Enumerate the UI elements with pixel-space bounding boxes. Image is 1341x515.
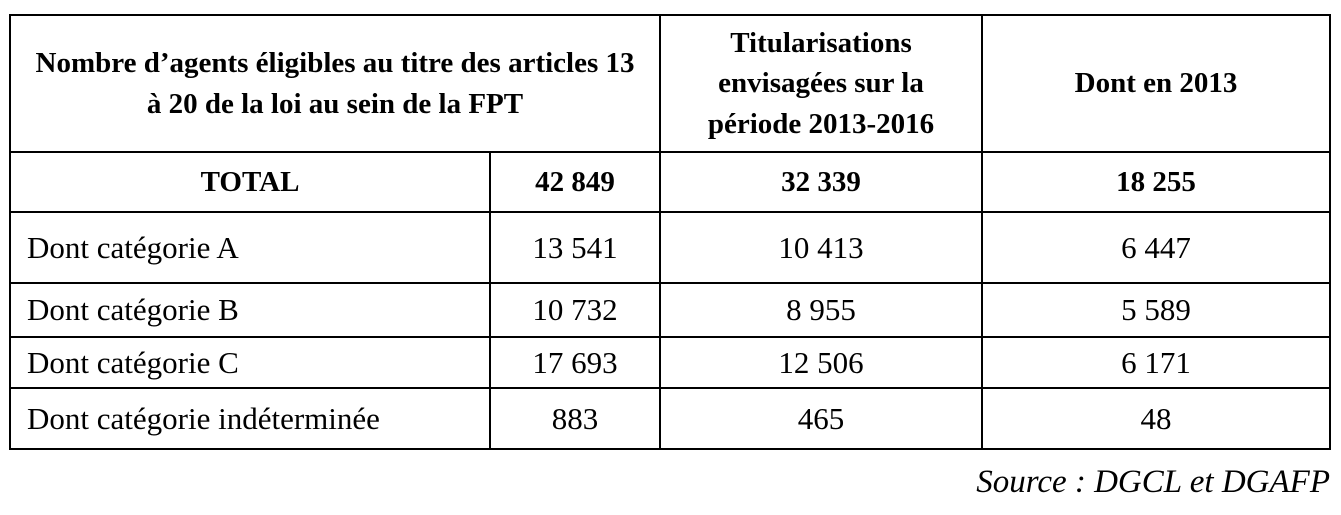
table-row-categorie-c: Dont catégorie C 17 693 12 506 6 171: [9, 336, 1331, 389]
row-label-cell: Dont catégorie C: [9, 336, 491, 389]
row-label-cell: Dont catégorie A: [9, 211, 491, 284]
total-dont-2013-cell: 18 255: [981, 151, 1331, 213]
header-cell-eligibles: Nombre d’agents éligibles au titre des a…: [9, 14, 661, 153]
table-row-total: TOTAL 42 849 32 339 18 255: [9, 151, 1331, 213]
total-eligibles-cell: 42 849: [489, 151, 661, 213]
row-dont-2013-cell: 48: [981, 387, 1331, 450]
row-dont-2013-cell: 5 589: [981, 282, 1331, 338]
row-label-cell: Dont catégorie B: [9, 282, 491, 338]
source-caption: Source : DGCL et DGAFP: [976, 464, 1330, 500]
table-header-row: Nombre d’agents éligibles au titre des a…: [9, 14, 1331, 153]
table-row-categorie-b: Dont catégorie B 10 732 8 955 5 589: [9, 282, 1331, 338]
row-label-cell: Dont catégorie indéterminée: [9, 387, 491, 450]
row-titularisations-cell: 10 413: [659, 211, 983, 284]
header-cell-titularisations: Titularisations envisagées sur la périod…: [659, 14, 983, 153]
row-dont-2013-cell: 6 447: [981, 211, 1331, 284]
row-dont-2013-cell: 6 171: [981, 336, 1331, 389]
total-titularisations-cell: 32 339: [659, 151, 983, 213]
row-eligibles-cell: 883: [489, 387, 661, 450]
row-titularisations-cell: 12 506: [659, 336, 983, 389]
row-eligibles-cell: 10 732: [489, 282, 661, 338]
eligibles-table: Nombre d’agents éligibles au titre des a…: [9, 14, 1331, 450]
row-eligibles-cell: 13 541: [489, 211, 661, 284]
table-row-categorie-indeterminee: Dont catégorie indéterminée 883 465 48: [9, 387, 1331, 450]
table-row-categorie-a: Dont catégorie A 13 541 10 413 6 447: [9, 211, 1331, 284]
row-titularisations-cell: 8 955: [659, 282, 983, 338]
header-cell-dont-2013: Dont en 2013: [981, 14, 1331, 153]
row-eligibles-cell: 17 693: [489, 336, 661, 389]
row-titularisations-cell: 465: [659, 387, 983, 450]
total-label-cell: TOTAL: [9, 151, 491, 213]
